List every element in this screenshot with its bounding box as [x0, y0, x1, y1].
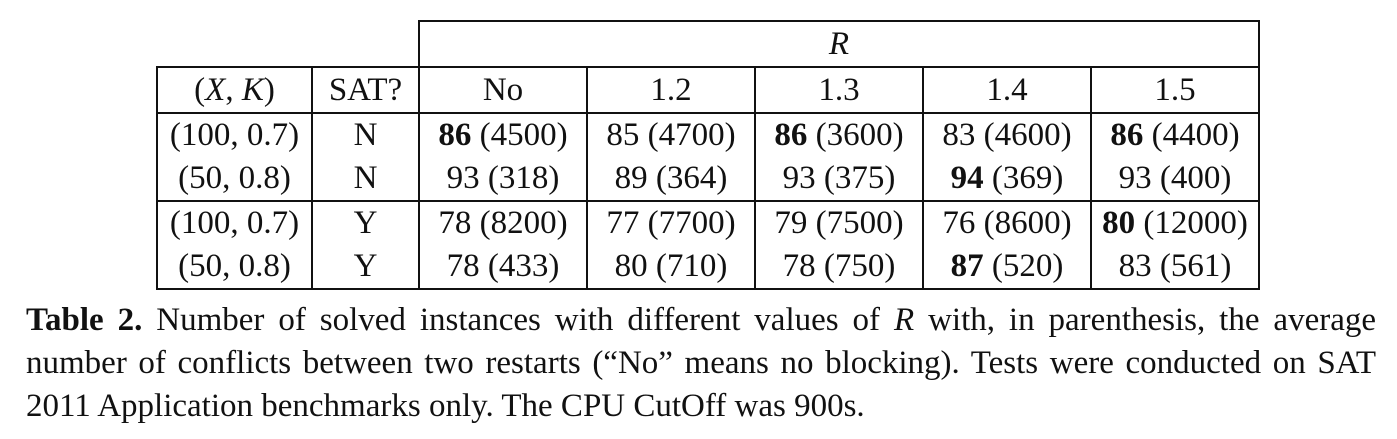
solved-count: 94 [950, 160, 984, 196]
row-sat-cell: N [311, 112, 420, 157]
result-cell: 78 (433) [418, 245, 588, 290]
header-spacer [157, 21, 419, 67]
solved-count: 93 [446, 160, 480, 196]
results-table: R (X, K) SAT? No 1.2 1.3 1.4 1.5 (100, 0… [156, 20, 1260, 290]
avg-conflicts: (7500) [807, 205, 904, 241]
xk-header: (X, K) [156, 66, 313, 114]
avg-conflicts: (318) [479, 160, 560, 196]
result-cell: 93 (375) [754, 157, 924, 202]
row-param-cell: (100, 0.7) [156, 112, 313, 157]
row-sat-cell: Y [311, 200, 420, 245]
avg-conflicts: (375) [815, 160, 896, 196]
result-cell: 94 (369) [922, 157, 1092, 202]
avg-conflicts: (750) [815, 248, 896, 284]
avg-conflicts: (400) [1151, 160, 1232, 196]
xk-open-paren: ( [194, 71, 206, 108]
xk-close-paren: ) [263, 71, 275, 108]
r-header-row: R [157, 20, 1260, 68]
result-cell: 86 (4500) [418, 112, 588, 157]
result-cell: 87 (520) [922, 245, 1092, 290]
result-cell: 77 (7700) [586, 200, 756, 245]
table-row: (100, 0.7) N 86 (4500) 85 (4700) 86 (3600) 83… [156, 112, 1260, 157]
result-cell: 89 (364) [586, 157, 756, 202]
solved-count: 78 [438, 205, 472, 241]
solved-count: 93 [782, 160, 816, 196]
result-cell: 80 (12000) [1090, 200, 1260, 245]
result-cell: 85 (4700) [586, 112, 756, 157]
r-value-header: 1.2 [586, 66, 756, 114]
result-cell: 83 (561) [1090, 245, 1260, 290]
sat-header: SAT? [311, 66, 420, 114]
avg-conflicts: (3600) [807, 117, 904, 153]
caption-text-part-2: with, in parenthesis, the average number… [26, 302, 1376, 424]
solved-count: 86 [438, 117, 472, 153]
solved-count: 78 [782, 248, 816, 284]
row-param-cell: (50, 0.8) [156, 245, 313, 290]
avg-conflicts: (12000) [1135, 205, 1248, 241]
row-sat-cell: Y [311, 245, 420, 290]
avg-conflicts: (364) [647, 160, 728, 196]
caption-label: Table 2. [26, 302, 143, 338]
r-value-header: 1.4 [922, 66, 1092, 114]
avg-conflicts: (8600) [975, 205, 1072, 241]
caption-r-symbol: R [893, 302, 915, 338]
table-caption: Table 2. Number of solved instances with… [26, 299, 1376, 428]
result-cell: 79 (7500) [754, 200, 924, 245]
r-symbol: R [828, 25, 850, 62]
avg-conflicts: (433) [479, 248, 560, 284]
solved-count: 76 [942, 205, 976, 241]
table-row: (100, 0.7) Y 78 (8200) 77 (7700) 79 (7500) 76… [156, 200, 1260, 245]
avg-conflicts: (520) [983, 248, 1064, 284]
result-cell: 93 (318) [418, 157, 588, 202]
solved-count: 86 [1110, 117, 1144, 153]
table-row: (50, 0.8) N 93 (318) 89 (364) 93 (375) 94 (36… [156, 157, 1260, 202]
result-cell: 80 (710) [586, 245, 756, 290]
xk-k-symbol: K [241, 71, 264, 108]
solved-count: 87 [950, 248, 984, 284]
solved-count: 83 [1118, 248, 1152, 284]
avg-conflicts: (4600) [975, 117, 1072, 153]
solved-count: 89 [614, 160, 648, 196]
r-value-header: 1.3 [754, 66, 924, 114]
xk-comma: , [225, 71, 242, 108]
solved-count: 93 [1118, 160, 1152, 196]
solved-count: 80 [614, 248, 648, 284]
row-param-cell: (100, 0.7) [156, 200, 313, 245]
table-row: (50, 0.8) Y 78 (433) 80 (710) 78 (750) 87 (52… [156, 245, 1260, 290]
column-header-row: (X, K) SAT? No 1.2 1.3 1.4 1.5 [156, 66, 1260, 114]
solved-count: 80 [1102, 205, 1136, 241]
solved-count: 77 [606, 205, 640, 241]
result-cell: 76 (8600) [922, 200, 1092, 245]
table-body: (100, 0.7) N 86 (4500) 85 (4700) 86 (3600) 83… [156, 112, 1260, 290]
solved-count: 83 [942, 117, 976, 153]
solved-count: 79 [774, 205, 808, 241]
avg-conflicts: (369) [983, 160, 1064, 196]
xk-x-symbol: X [205, 71, 226, 108]
result-cell: 83 (4600) [922, 112, 1092, 157]
result-cell: 78 (750) [754, 245, 924, 290]
avg-conflicts: (4500) [471, 117, 568, 153]
avg-conflicts: (7700) [639, 205, 736, 241]
avg-conflicts: (4700) [639, 117, 736, 153]
result-cell: 93 (400) [1090, 157, 1260, 202]
row-sat-cell: N [311, 157, 420, 202]
result-cell: 86 (3600) [754, 112, 924, 157]
avg-conflicts: (4400) [1143, 117, 1240, 153]
avg-conflicts: (8200) [471, 205, 568, 241]
avg-conflicts: (561) [1151, 248, 1232, 284]
avg-conflicts: (710) [647, 248, 728, 284]
solved-count: 78 [446, 248, 480, 284]
r-value-header: No [418, 66, 588, 114]
result-cell: 78 (8200) [418, 200, 588, 245]
solved-count: 86 [774, 117, 808, 153]
row-param-cell: (50, 0.8) [156, 157, 313, 202]
result-cell: 86 (4400) [1090, 112, 1260, 157]
caption-text-part-1: Number of solved instances with differen… [142, 302, 894, 338]
r-value-header: 1.5 [1090, 66, 1260, 114]
solved-count: 85 [606, 117, 640, 153]
r-super-header: R [418, 20, 1260, 68]
